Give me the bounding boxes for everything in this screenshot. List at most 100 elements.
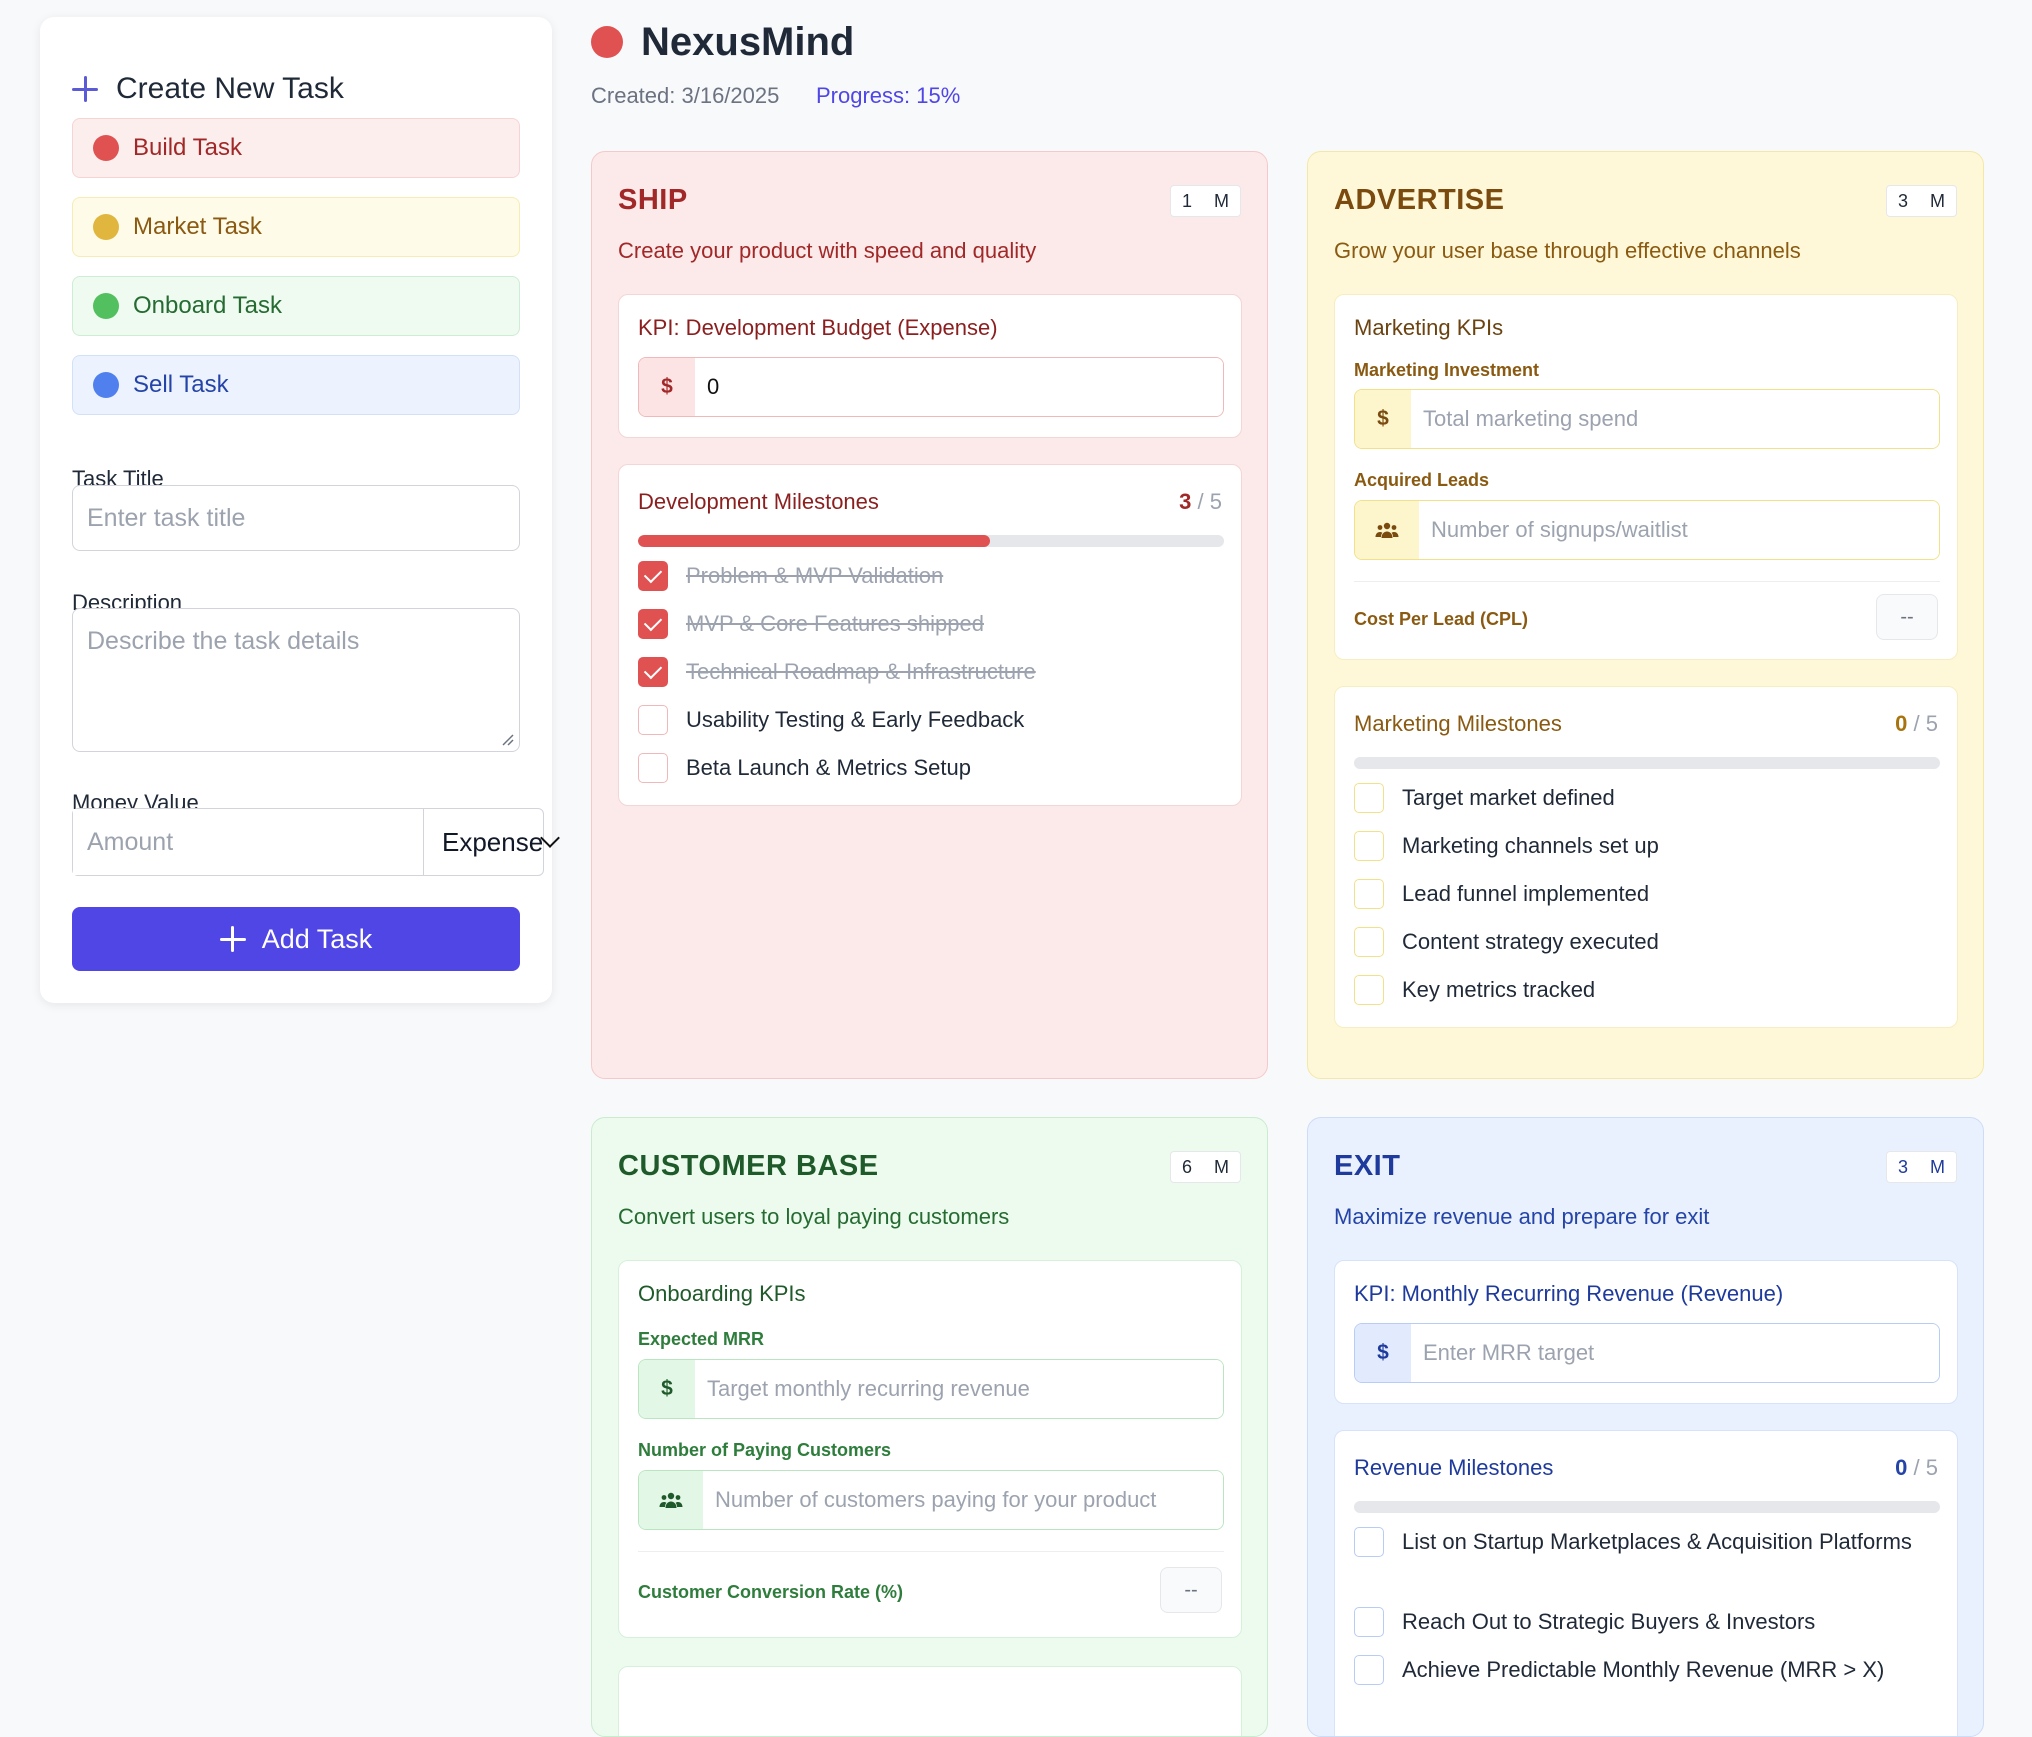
description-wrapper bbox=[72, 608, 520, 752]
advertise-milestone-label: Target market defined bbox=[1402, 785, 1615, 810]
exit-kpi-input[interactable] bbox=[1411, 1324, 1939, 1382]
onboard-task-label: Onboard Task bbox=[133, 292, 282, 319]
exit-duration-unit: M bbox=[1930, 1156, 1945, 1177]
advertise-milestone-item[interactable]: Key metrics tracked bbox=[1354, 975, 1940, 1005]
users-icon bbox=[639, 1471, 703, 1529]
ship-milestone-item[interactable]: MVP & Core Features shipped bbox=[638, 609, 1224, 639]
cpl-value: -- bbox=[1876, 594, 1938, 640]
ship-duration-unit: M bbox=[1214, 190, 1229, 211]
ship-milestone-item[interactable]: Technical Roadmap & Infrastructure bbox=[638, 657, 1224, 687]
customer-milestones-card bbox=[618, 1666, 1242, 1736]
cpl-label: Cost Per Lead (CPL) bbox=[1354, 609, 1529, 629]
divider bbox=[1354, 581, 1940, 582]
amount-input[interactable] bbox=[73, 809, 423, 875]
customer-base-description: Convert users to loyal paying customers bbox=[618, 1204, 1010, 1229]
sell-task-label: Sell Task bbox=[133, 371, 229, 398]
revenue-milestone-checkbox[interactable] bbox=[1354, 1527, 1384, 1557]
paying-customers-input[interactable] bbox=[703, 1471, 1223, 1529]
revenue-milestone-label: List on Startup Marketplaces & Acquisiti… bbox=[1402, 1529, 1912, 1554]
create-task-heading: Create New Task bbox=[72, 69, 344, 109]
advertise-kpi-card: Marketing KPIs Marketing Investment $ Ac… bbox=[1334, 294, 1958, 660]
ship-milestone-checkbox[interactable] bbox=[638, 705, 668, 735]
money-type-select[interactable]: Expense bbox=[423, 809, 569, 875]
advertise-milestone-label: Key metrics tracked bbox=[1402, 977, 1596, 1002]
revenue-milestone-checkbox[interactable] bbox=[1354, 1655, 1384, 1685]
advertise-milestone-item[interactable]: Lead funnel implemented bbox=[1354, 879, 1940, 909]
onboarding-kpi-card: Onboarding KPIs Expected MRR $ Number of… bbox=[618, 1260, 1242, 1638]
revenue-milestone-item[interactable]: List on Startup Marketplaces & Acquisiti… bbox=[1354, 1527, 1940, 1557]
ship-milestone-checkbox[interactable] bbox=[638, 609, 668, 639]
resize-grip-icon[interactable] bbox=[500, 732, 514, 746]
money-value-group: Expense bbox=[72, 808, 561, 876]
yellow-dot-icon bbox=[93, 214, 119, 240]
project-title: NexusMind bbox=[641, 20, 855, 64]
ship-milestone-checkbox[interactable] bbox=[638, 657, 668, 687]
sell-task-button[interactable]: Sell Task bbox=[72, 355, 520, 415]
advertise-milestone-checkbox[interactable] bbox=[1354, 783, 1384, 813]
revenue-milestone-checkbox[interactable] bbox=[1354, 1607, 1384, 1637]
task-title-input[interactable] bbox=[72, 485, 520, 551]
revenue-milestone-label: Reach Out to Strategic Buyers & Investor… bbox=[1402, 1609, 1816, 1634]
ship-title: SHIP bbox=[618, 184, 688, 216]
chevron-down-icon bbox=[540, 828, 561, 848]
exit-kpi-input-group: $ bbox=[1354, 1323, 1940, 1383]
ship-kpi-input[interactable] bbox=[695, 358, 1223, 416]
ship-progress-fill bbox=[638, 535, 990, 547]
exit-duration-badge[interactable]: 3 M bbox=[1885, 1151, 1957, 1183]
exit-kpi-card: KPI: Monthly Recurring Revenue (Revenue)… bbox=[1334, 1260, 1958, 1404]
customer-duration-badge[interactable]: 6 M bbox=[1169, 1151, 1241, 1183]
add-task-label: Add Task bbox=[261, 923, 373, 954]
advertise-milestones-count: 0 / 5 bbox=[1895, 711, 1938, 736]
ship-description: Create your product with speed and quali… bbox=[618, 238, 1037, 263]
ship-milestone-item[interactable]: Usability Testing & Early Feedback bbox=[638, 705, 1224, 735]
acquired-leads-input[interactable] bbox=[1419, 501, 1939, 559]
ship-duration-badge[interactable]: 1 M bbox=[1169, 185, 1241, 217]
ship-milestone-checkbox[interactable] bbox=[638, 753, 668, 783]
expected-mrr-input[interactable] bbox=[695, 1360, 1223, 1418]
blue-dot-icon bbox=[93, 372, 119, 398]
description-textarea[interactable] bbox=[72, 608, 520, 752]
advertise-column: ADVERTISE 3 M Grow your user base throug… bbox=[1307, 151, 1984, 1079]
project-status-dot bbox=[591, 26, 623, 58]
marketing-investment-input[interactable] bbox=[1411, 390, 1939, 448]
expected-mrr-label: Expected MRR bbox=[638, 1329, 765, 1349]
onboard-task-button[interactable]: Onboard Task bbox=[72, 276, 520, 336]
advertise-milestone-checkbox[interactable] bbox=[1354, 879, 1384, 909]
advertise-duration-value: 3 bbox=[1897, 190, 1908, 211]
red-dot-icon bbox=[93, 135, 119, 161]
customer-duration-value: 6 bbox=[1181, 1156, 1192, 1177]
ship-milestone-item[interactable]: Beta Launch & Metrics Setup bbox=[638, 753, 1224, 783]
revenue-milestone-item[interactable]: Achieve Predictable Monthly Revenue (MRR… bbox=[1354, 1655, 1940, 1685]
revenue-milestone-item[interactable]: Reach Out to Strategic Buyers & Investor… bbox=[1354, 1607, 1940, 1637]
advertise-milestone-item[interactable]: Target market defined bbox=[1354, 783, 1940, 813]
ship-column: SHIP 1 M Create your product with speed … bbox=[591, 151, 1268, 1079]
exit-kpi-title: KPI: Monthly Recurring Revenue (Revenue) bbox=[1354, 1281, 1784, 1306]
advertise-milestone-checkbox[interactable] bbox=[1354, 831, 1384, 861]
ship-milestone-item[interactable]: Problem & MVP Validation bbox=[638, 561, 1224, 591]
advertise-milestone-checkbox[interactable] bbox=[1354, 927, 1384, 957]
add-task-button[interactable]: Add Task bbox=[72, 907, 520, 971]
dollar-icon: $ bbox=[1355, 390, 1411, 448]
paying-customers-group bbox=[638, 1470, 1224, 1530]
advertise-milestone-label: Content strategy executed bbox=[1402, 929, 1659, 954]
advertise-duration-badge[interactable]: 3 M bbox=[1885, 185, 1957, 217]
advertise-milestones-card: Marketing Milestones 0 / 5 Target market… bbox=[1334, 686, 1958, 1028]
paying-customers-label: Number of Paying Customers bbox=[638, 1440, 892, 1460]
customer-base-title: CUSTOMER BASE bbox=[618, 1150, 879, 1182]
customer-duration-unit: M bbox=[1214, 1156, 1229, 1177]
advertise-milestone-checkbox[interactable] bbox=[1354, 975, 1384, 1005]
revenue-milestones-title: Revenue Milestones bbox=[1354, 1455, 1554, 1480]
ship-milestone-label: Usability Testing & Early Feedback bbox=[686, 707, 1025, 732]
advertise-duration-unit: M bbox=[1930, 190, 1945, 211]
advertise-milestone-item[interactable]: Marketing channels set up bbox=[1354, 831, 1940, 861]
market-task-button[interactable]: Market Task bbox=[72, 197, 520, 257]
project-created-date: Created: 3/16/2025 bbox=[591, 83, 780, 108]
advertise-milestone-item[interactable]: Content strategy executed bbox=[1354, 927, 1940, 957]
build-task-button[interactable]: Build Task bbox=[72, 118, 520, 178]
plus-icon bbox=[72, 76, 98, 102]
ship-milestones-title: Development Milestones bbox=[638, 489, 879, 514]
ship-progress-bar bbox=[638, 535, 1224, 547]
conversion-rate-value: -- bbox=[1160, 1567, 1222, 1613]
dollar-icon: $ bbox=[639, 358, 695, 416]
ship-milestone-checkbox[interactable] bbox=[638, 561, 668, 591]
